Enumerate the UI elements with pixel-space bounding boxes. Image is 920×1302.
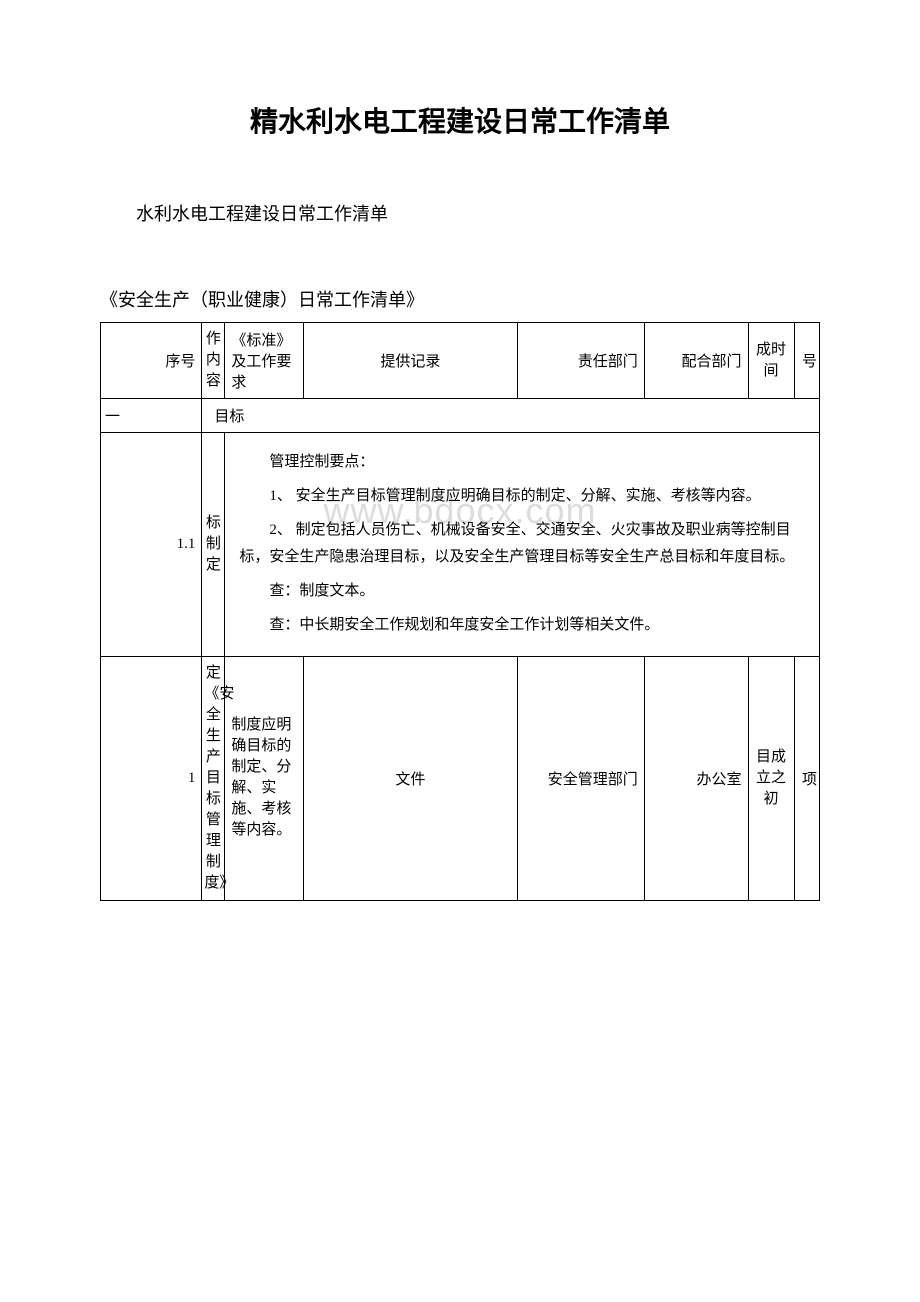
header-work: 作内容 [202, 323, 225, 399]
header-record: 提供记录 [303, 323, 517, 399]
section-title: 《安全生产（职业健康）日常工作清单》 [100, 286, 820, 312]
content-p1: 1、 安全生产目标管理制度应明确目标的制定、分解、实施、考核等内容。 [239, 483, 805, 511]
row-extra: 项 [794, 656, 819, 900]
content-p2: 2、 制定包括人员伤亡、机械设备安全、交通安全、火灾事故及职业病等控制目标，安全… [239, 517, 805, 573]
work-checklist-table: 序号 作内容 《标准》及工作要求 提供记录 责任部门 配合部门 成时间 号 一 … [100, 322, 820, 901]
row-time: 目成立之初 [748, 656, 794, 900]
section-label: 目标 [202, 399, 820, 433]
row-dept: 安全管理部门 [518, 656, 645, 900]
table-header-row: 序号 作内容 《标准》及工作要求 提供记录 责任部门 配合部门 成时间 号 [101, 323, 820, 399]
main-title: 精水利水电工程建设日常工作清单 [100, 100, 820, 140]
header-extra: 号 [794, 323, 819, 399]
header-seq: 序号 [101, 323, 202, 399]
row-record: 文件 [303, 656, 517, 900]
row-seq: 1.1 [101, 433, 202, 657]
header-standard: 《标准》及工作要求 [225, 323, 303, 399]
header-coop: 配合部门 [644, 323, 748, 399]
section-number: 一 [101, 399, 202, 433]
content-p4: 查：中长期安全工作规划和年度安全工作计划等相关文件。 [239, 612, 805, 640]
row-merged-content: 管理控制要点： 1、 安全生产目标管理制度应明确目标的制定、分解、实施、考核等内… [225, 433, 820, 657]
table-section-row: 一 目标 [101, 399, 820, 433]
row-work: 定《安全生产目标管理制度》 [202, 656, 225, 900]
row-standard: 制度应明确目标的制定、分解、实施、考核等内容。 [225, 656, 303, 900]
table-row-1: 1 定《安全生产目标管理制度》 制度应明确目标的制定、分解、实施、考核等内容。 … [101, 656, 820, 900]
row-coop: 办公室 [644, 656, 748, 900]
header-dept: 责任部门 [518, 323, 645, 399]
table-row-1-1: 1.1 标制定 管理控制要点： 1、 安全生产目标管理制度应明确目标的制定、分解… [101, 433, 820, 657]
document-page: 精水利水电工程建设日常工作清单 水利水电工程建设日常工作清单 《安全生产（职业健… [0, 0, 920, 941]
row-work: 标制定 [202, 433, 225, 657]
header-time: 成时间 [748, 323, 794, 399]
content-p3: 查：制度文本。 [239, 578, 805, 606]
content-title: 管理控制要点： [239, 449, 805, 477]
row-seq: 1 [101, 656, 202, 900]
subtitle: 水利水电工程建设日常工作清单 [100, 200, 820, 226]
